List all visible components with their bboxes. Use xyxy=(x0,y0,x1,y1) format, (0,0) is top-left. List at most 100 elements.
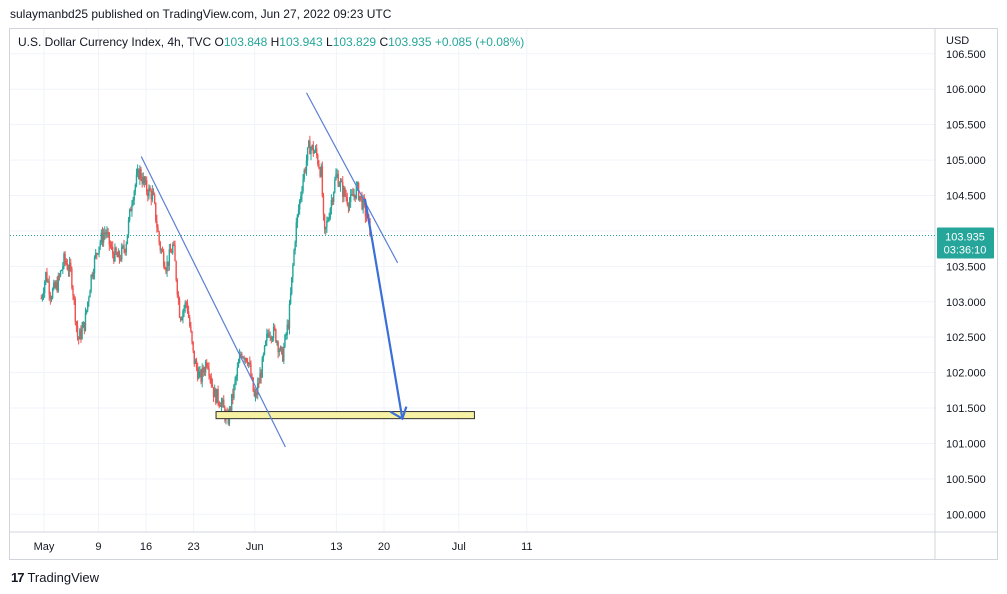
y-tick-label: 105.500 xyxy=(946,120,986,132)
candle-down xyxy=(74,298,76,322)
candle-up xyxy=(201,367,203,382)
candle-down xyxy=(209,375,211,378)
x-tick-label: 11 xyxy=(521,541,532,553)
candle-up xyxy=(351,194,353,196)
candle-down xyxy=(218,402,220,406)
candle-up xyxy=(269,336,271,338)
candle-down xyxy=(357,182,360,200)
candle-down xyxy=(67,269,70,272)
candle-up xyxy=(308,140,310,148)
candle-down xyxy=(167,261,169,266)
candle-down xyxy=(170,252,173,254)
candle-down xyxy=(340,181,343,183)
candle-up xyxy=(336,174,338,176)
candle-down xyxy=(189,317,191,327)
candle-up xyxy=(301,190,303,197)
candle-down xyxy=(203,371,206,373)
candle-up xyxy=(283,346,285,362)
candle-down xyxy=(130,209,132,212)
candle-down xyxy=(58,275,61,277)
candle-up xyxy=(267,333,269,335)
candle-up xyxy=(306,147,309,161)
candle-up xyxy=(343,187,345,197)
candle-up xyxy=(291,277,293,294)
candle-up xyxy=(42,292,45,297)
candle-down xyxy=(179,317,182,321)
candle-up xyxy=(88,297,90,302)
candle-up xyxy=(313,151,316,154)
candle-down xyxy=(147,191,149,197)
last-price-value: 103.935 xyxy=(945,232,985,244)
candle-down xyxy=(76,325,79,337)
candle-down xyxy=(200,371,202,382)
candle-down xyxy=(145,180,148,192)
high-label: H xyxy=(270,35,280,49)
candle-down xyxy=(161,249,164,252)
candle-up xyxy=(43,281,46,293)
y-tick-label: 100.500 xyxy=(946,474,986,486)
candle-up xyxy=(237,362,240,368)
candle-up xyxy=(293,250,295,266)
candle-up xyxy=(139,168,141,179)
candle-up xyxy=(89,290,91,298)
candle-down xyxy=(71,268,73,288)
candle-up xyxy=(278,350,280,353)
candle-up xyxy=(242,357,244,359)
change-value: +0.085 (+0.08%) xyxy=(434,35,525,49)
currency-label: USD xyxy=(946,35,969,47)
candle-up xyxy=(230,393,233,411)
candle-down xyxy=(186,303,189,312)
candle-down xyxy=(208,368,210,376)
candle-up xyxy=(68,262,71,272)
symbol-label: U.S. Dollar Currency Index, 4h, TVC xyxy=(18,35,212,49)
candle-up xyxy=(272,326,275,339)
y-tick-label: 101.500 xyxy=(946,403,986,415)
tradingview-logo-icon: 17 xyxy=(11,570,25,585)
candle-down xyxy=(206,361,208,367)
candle-up xyxy=(334,180,336,193)
candle-up xyxy=(132,200,134,205)
trendline xyxy=(305,92,399,264)
candle-down xyxy=(165,269,167,272)
candle-down xyxy=(322,195,325,215)
x-tick-label: May xyxy=(34,541,55,553)
publish-info: sulaymanbd25 published on TradingView.co… xyxy=(10,7,392,21)
y-tick-label: 102.000 xyxy=(946,368,986,380)
candle-up xyxy=(327,220,329,222)
candle-down xyxy=(108,232,110,245)
candle-down xyxy=(178,298,181,318)
candle-down xyxy=(211,383,214,388)
candle-down xyxy=(319,168,321,177)
candle-up xyxy=(326,221,328,228)
candle-up xyxy=(60,269,63,271)
candle-up xyxy=(100,232,103,243)
candle-up xyxy=(98,246,100,254)
candle-up xyxy=(302,179,304,191)
candle-down xyxy=(361,195,363,210)
candle-down xyxy=(72,287,74,296)
candle-up xyxy=(310,148,312,155)
candle-up xyxy=(285,334,287,336)
candle-up xyxy=(127,219,130,235)
candle-down xyxy=(321,166,324,196)
candle-up xyxy=(87,301,89,310)
candle-down xyxy=(312,144,314,154)
candle-down xyxy=(207,366,209,369)
candle-up xyxy=(238,355,241,363)
candle-up xyxy=(221,399,224,403)
candle-up xyxy=(339,181,342,186)
candle-down xyxy=(64,253,66,261)
candle-down xyxy=(152,191,155,195)
candle-down xyxy=(159,242,161,251)
last-price-tag xyxy=(937,227,994,259)
candle-up xyxy=(247,362,250,365)
candle-down xyxy=(48,281,50,295)
candle-down xyxy=(270,336,273,340)
candle-up xyxy=(329,208,331,219)
candle-down xyxy=(193,350,195,364)
candle-down xyxy=(56,282,58,292)
projection-arrow xyxy=(363,198,404,419)
candle-up xyxy=(104,232,106,235)
x-tick-label: 23 xyxy=(187,541,199,553)
